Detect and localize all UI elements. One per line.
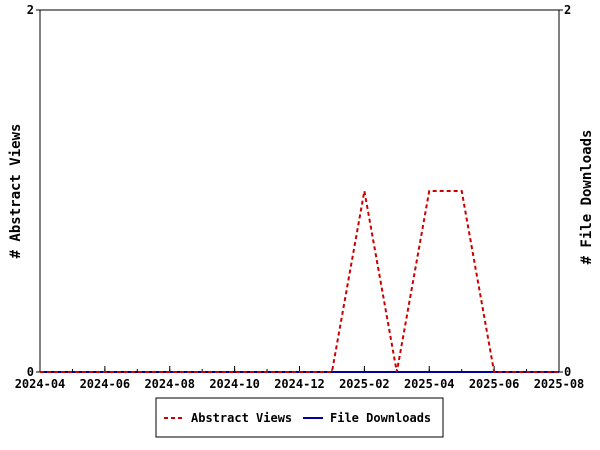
- legend-label-file-downloads: File Downloads: [330, 411, 431, 425]
- plot-area: [39, 9, 560, 373]
- x-axis-ticks: 2024-04 2024-06 2024-08 2024-10 2024-12 2025-…: [15, 366, 585, 391]
- legend: Abstract Views File Downloads: [155, 397, 444, 438]
- series-layer: [40, 190, 559, 373]
- x-tick-label: 2024-10: [209, 377, 260, 391]
- y-left-tick-label: 0: [27, 365, 34, 379]
- x-tick-label: 2024-12: [274, 377, 325, 391]
- y-left-tick-label: 2: [27, 3, 34, 17]
- x-tick-label: 2025-06: [469, 377, 520, 391]
- x-tick-label: 2024-06: [80, 377, 131, 391]
- x-tick-label: 2025-08: [534, 377, 585, 391]
- series-line-abstract-views: [40, 190, 559, 373]
- legend-label-abstract-views: Abstract Views: [191, 411, 292, 425]
- y-axis-right-ticks: 02: [559, 3, 571, 379]
- x-tick-label: 2024-08: [144, 377, 195, 391]
- x-tick-label: 2025-02: [339, 377, 390, 391]
- legend-box: [155, 397, 444, 438]
- y-right-tick-label: 0: [564, 365, 571, 379]
- x-tick-label: 2024-04: [15, 377, 66, 391]
- y-axis-right-label: # File Downloads: [579, 130, 595, 265]
- x-tick-label: 2025-04: [404, 377, 455, 391]
- y-axis-left-ticks: 02: [27, 3, 40, 379]
- y-axis-left-label: # Abstract Views: [8, 124, 24, 259]
- y-right-tick-label: 2: [564, 3, 571, 17]
